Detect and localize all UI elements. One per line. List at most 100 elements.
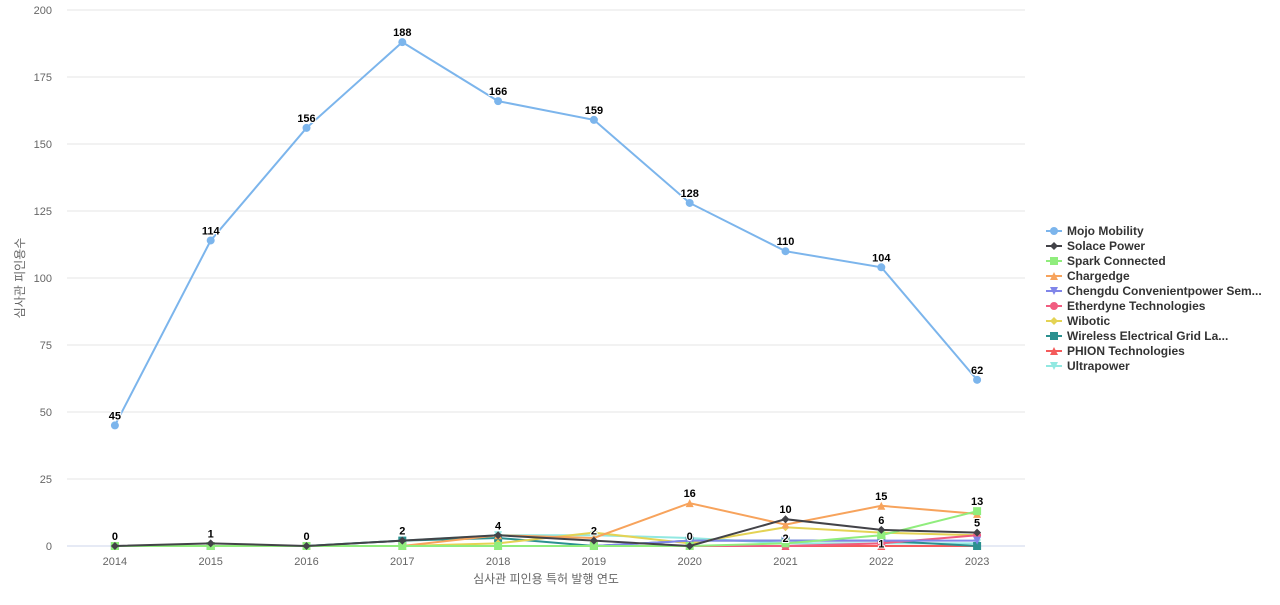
data-point	[589, 536, 598, 545]
y-axis: 0 25 50 75 100 125 150 175 200	[34, 5, 52, 553]
data-label: 1	[878, 539, 884, 551]
data-point	[781, 247, 790, 256]
legend-label: Chengdu Convenientpower Sem...	[1067, 284, 1262, 298]
series-solace-power[interactable]	[110, 515, 982, 550]
data-label: 110	[777, 236, 795, 248]
legend-label: Etherdyne Technologies	[1067, 299, 1206, 313]
legend-marker-icon	[1050, 287, 1058, 295]
data-point	[589, 542, 598, 550]
data-point	[206, 539, 215, 548]
legend-marker-icon	[1050, 272, 1058, 280]
data-label: 128	[681, 188, 699, 200]
data-label: 6	[878, 515, 884, 527]
legend-label: Solace Power	[1067, 239, 1145, 253]
y-tick-label: 150	[34, 139, 52, 151]
x-tick-label: 2015	[198, 556, 222, 568]
data-label: 16	[684, 488, 696, 500]
data-point	[685, 542, 694, 550]
data-label: 10	[779, 504, 791, 516]
data-point	[302, 123, 311, 132]
data-label: 2	[399, 526, 405, 538]
legend-item[interactable]: Spark Connected	[1046, 254, 1166, 268]
data-point	[781, 539, 790, 548]
series-line	[114, 510, 978, 547]
x-tick-label: 2019	[582, 556, 606, 568]
series-group	[110, 38, 982, 550]
data-label: 13	[971, 496, 983, 508]
legend-item[interactable]: Mojo Mobility	[1046, 224, 1144, 238]
data-point	[973, 528, 982, 537]
data-point	[494, 542, 503, 550]
data-point	[973, 542, 982, 550]
data-label: 166	[489, 86, 507, 98]
data-label: 0	[303, 531, 309, 543]
series-line	[114, 40, 978, 426]
legend-label: Ultrapower	[1067, 359, 1130, 373]
legend-item[interactable]: Solace Power	[1046, 239, 1145, 253]
legend-item[interactable]: Etherdyne Technologies	[1046, 299, 1206, 313]
data-label: 0	[112, 531, 118, 543]
data-label: 1	[208, 528, 214, 540]
data-point	[206, 236, 215, 245]
y-tick-label: 200	[34, 5, 52, 17]
legend-item[interactable]: PHION Technologies	[1046, 344, 1185, 358]
data-point	[110, 421, 119, 430]
y-axis-title: 심사관 피인용수	[13, 238, 27, 319]
x-tick-label: 2021	[773, 556, 797, 568]
data-point	[973, 507, 982, 516]
legend-item[interactable]: Wireless Electrical Grid La...	[1046, 329, 1228, 343]
data-point	[781, 520, 790, 529]
legend-marker-icon	[1050, 242, 1058, 250]
y-tick-label: 0	[46, 541, 52, 553]
x-axis-title: 심사관 피인용 특허 발행 연도	[473, 571, 619, 586]
legend-label: Mojo Mobility	[1067, 224, 1144, 238]
x-tick-label: 2016	[294, 556, 318, 568]
series-mojo-mobility[interactable]	[110, 38, 982, 430]
y-tick-label: 125	[34, 206, 52, 218]
data-label: 188	[393, 27, 411, 39]
legend-label: PHION Technologies	[1067, 344, 1185, 358]
y-tick-label: 50	[40, 407, 52, 419]
legend-marker-icon	[1050, 227, 1058, 235]
data-label: 2	[782, 533, 788, 545]
data-label: 62	[971, 365, 983, 377]
data-point	[110, 542, 119, 550]
data-label: 114	[202, 225, 221, 237]
data-point	[302, 542, 311, 550]
data-label: 4	[495, 520, 502, 532]
data-label: 0	[687, 531, 693, 543]
legend-label: Wireless Electrical Grid La...	[1067, 329, 1228, 343]
data-point	[685, 198, 694, 207]
x-tick-label: 2023	[965, 556, 989, 568]
data-label: 159	[585, 105, 603, 117]
data-label: 156	[297, 113, 315, 125]
y-tick-label: 100	[34, 273, 52, 285]
legend-marker-icon	[1050, 332, 1058, 340]
legend-marker-icon	[1050, 347, 1058, 355]
data-label: 45	[109, 410, 121, 422]
data-point	[877, 531, 886, 540]
data-label: 104	[872, 252, 891, 264]
x-tick-label: 2018	[486, 556, 510, 568]
legend-marker-icon	[1050, 317, 1058, 325]
legend-label: Wibotic	[1067, 314, 1111, 328]
x-axis: 2014 2015 2016 2017 2018 2019 2020 2021 2022 2023	[103, 556, 990, 568]
x-tick-label: 2020	[677, 556, 701, 568]
y-tick-label: 75	[40, 340, 52, 352]
data-label: 5	[974, 518, 980, 530]
legend-item[interactable]: Ultrapower	[1046, 359, 1130, 373]
data-point	[398, 38, 407, 47]
grid	[67, 9, 1025, 547]
data-point	[494, 97, 503, 106]
data-point	[589, 115, 598, 124]
legend-label: Spark Connected	[1067, 254, 1166, 268]
data-point	[781, 515, 790, 524]
legend-item[interactable]: Chargedge	[1046, 269, 1130, 283]
legend-item[interactable]: Wibotic	[1046, 314, 1111, 328]
data-point	[973, 375, 982, 384]
legend-item[interactable]: Chengdu Convenientpower Sem...	[1046, 284, 1262, 298]
x-tick-label: 2022	[869, 556, 893, 568]
